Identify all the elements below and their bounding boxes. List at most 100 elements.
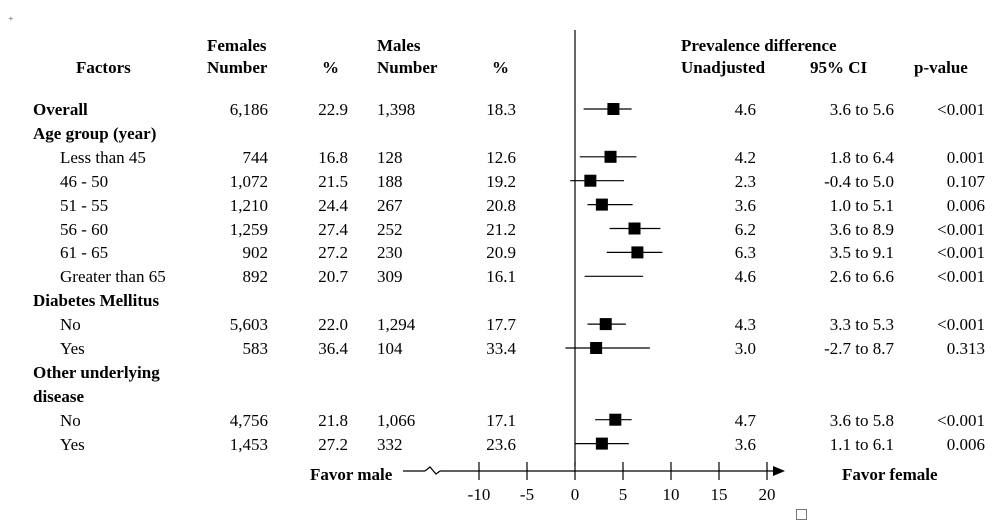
ci-range: 1.8 to 6.4 xyxy=(829,147,894,167)
male-pct: 19.2 xyxy=(486,171,516,191)
row-label: Yes xyxy=(60,339,85,358)
ci-range: 3.6 to 5.8 xyxy=(829,410,894,430)
estimate-marker xyxy=(628,222,641,235)
estimate: 4.2 xyxy=(734,147,756,167)
females-number: 1,453 xyxy=(229,434,268,454)
female-pct: 21.5 xyxy=(318,171,348,191)
estimate-marker xyxy=(607,103,620,115)
row-label: Other underlying xyxy=(33,362,160,382)
females-number: 1,210 xyxy=(229,195,268,215)
males-number: 1,066 xyxy=(377,410,416,430)
header-male-pct: % xyxy=(492,58,509,77)
female-pct: 20.7 xyxy=(318,267,348,287)
male-pct: 21.2 xyxy=(486,219,516,239)
row-label: 46 - 50 xyxy=(60,171,109,191)
estimate: 4.6 xyxy=(734,100,756,119)
x-tick-label: 20 xyxy=(759,485,776,504)
female-pct: 24.4 xyxy=(318,195,348,215)
males-number: 104 xyxy=(377,339,403,358)
females-number: 902 xyxy=(242,243,269,263)
ci-range: 1.0 to 5.1 xyxy=(829,195,894,215)
females-number: 583 xyxy=(242,339,269,358)
x-tick-label: 0 xyxy=(571,485,580,504)
females-number: 1,072 xyxy=(229,171,268,191)
estimate-marker xyxy=(595,198,608,211)
female-pct: 27.2 xyxy=(318,243,348,263)
ci-range: -0.4 to 5.0 xyxy=(824,171,894,191)
ci-range: 3.6 to 5.6 xyxy=(829,100,894,119)
ci-range: 3.3 to 5.3 xyxy=(829,315,894,335)
ci-range: 1.1 to 6.1 xyxy=(829,434,894,454)
females-number: 4,756 xyxy=(229,410,268,430)
male-pct: 33.4 xyxy=(486,339,516,358)
row-label: No xyxy=(60,410,81,430)
female-pct: 21.8 xyxy=(318,410,348,430)
row-label: Overall xyxy=(33,100,88,119)
estimate-marker xyxy=(604,150,617,163)
x-tick-label: 15 xyxy=(711,485,728,504)
males-number: 252 xyxy=(377,219,403,239)
row-label: Age group (year) xyxy=(33,123,157,143)
p-value: <0.001 xyxy=(937,315,985,335)
male-pct: 17.7 xyxy=(486,315,516,335)
row-label: 56 - 60 xyxy=(60,219,109,239)
male-pct: 23.6 xyxy=(486,434,516,454)
p-value: 0.107 xyxy=(946,171,985,191)
row-label: Greater than 65 xyxy=(60,267,166,287)
ci-range: 3.6 to 8.9 xyxy=(829,219,894,239)
males-number: 332 xyxy=(377,434,403,454)
p-value: <0.001 xyxy=(937,100,985,119)
header-females-number: Number xyxy=(207,58,268,77)
row-label: No xyxy=(60,315,81,335)
male-pct: 18.3 xyxy=(486,100,516,119)
header-ci: 95% CI xyxy=(810,58,868,77)
females-number: 1,259 xyxy=(229,219,268,239)
females-number: 6,186 xyxy=(229,100,268,119)
females-number: 5,603 xyxy=(229,315,268,335)
estimate: 3.0 xyxy=(734,339,756,358)
header-males-number: Number xyxy=(377,58,438,77)
axis-break-icon xyxy=(424,466,441,475)
male-pct: 17.1 xyxy=(486,410,516,430)
ci-range: -2.7 to 8.7 xyxy=(824,339,894,358)
estimate: 4.7 xyxy=(734,410,756,430)
favor-male-label: Favor male xyxy=(310,465,393,484)
p-value: <0.001 xyxy=(937,243,985,263)
row-label: Diabetes Mellitus xyxy=(33,291,160,311)
x-tick-label: 10 xyxy=(663,485,680,504)
female-pct: 36.4 xyxy=(318,339,348,358)
male-pct: 12.6 xyxy=(486,147,516,167)
estimate-marker xyxy=(599,318,612,331)
estimate-marker xyxy=(590,342,603,354)
males-number: 309 xyxy=(377,267,403,287)
header-females: Females xyxy=(207,36,267,55)
estimate: 6.3 xyxy=(734,243,756,263)
p-value: 0.006 xyxy=(946,434,985,454)
row-label: Less than 45 xyxy=(60,147,146,167)
x-tick-label: -10 xyxy=(468,485,491,504)
p-value: 0.001 xyxy=(946,147,985,167)
anchor-box-icon xyxy=(796,509,807,520)
males-number: 188 xyxy=(377,171,403,191)
estimate-marker xyxy=(609,413,622,426)
x-tick-label: 5 xyxy=(619,485,628,504)
p-value: 0.006 xyxy=(946,195,985,215)
ci-range: 2.6 to 6.6 xyxy=(829,267,894,287)
header-factors: Factors xyxy=(76,58,131,77)
axis-arrow-icon xyxy=(773,466,785,476)
row-label: disease xyxy=(33,386,84,406)
males-number: 1,398 xyxy=(377,100,416,119)
p-value: <0.001 xyxy=(937,219,985,239)
females-number: 744 xyxy=(242,147,269,167)
header-pvalue: p-value xyxy=(914,58,968,77)
header-female-pct: % xyxy=(322,58,339,77)
males-number: 230 xyxy=(377,243,403,263)
female-pct: 27.2 xyxy=(318,434,348,454)
males-number: 267 xyxy=(377,195,403,215)
female-pct: 27.4 xyxy=(318,219,348,239)
header-prevalence-difference: Prevalence difference xyxy=(681,36,837,55)
paragraph-mark-icon: ⁺ xyxy=(8,15,14,27)
estimate-marker xyxy=(584,174,597,187)
header-males: Males xyxy=(377,36,421,55)
